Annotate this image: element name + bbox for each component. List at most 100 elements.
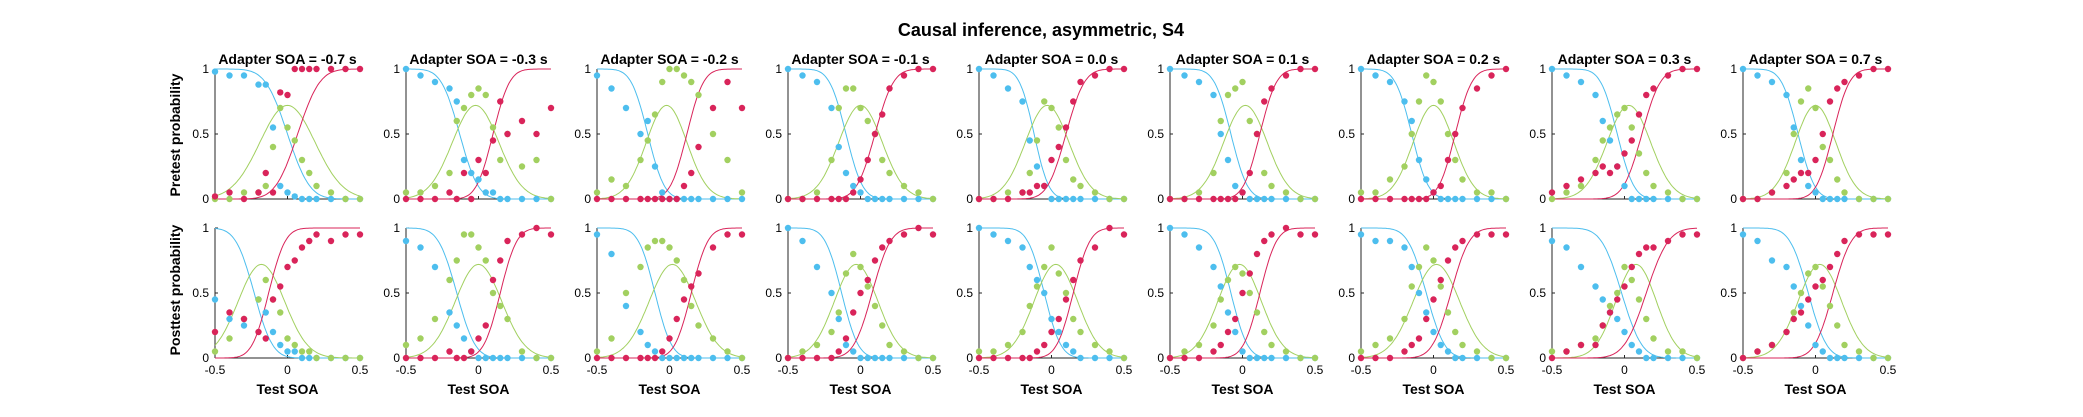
x-tick-label: 0.5 — [1307, 363, 1324, 377]
data-point-same — [709, 130, 717, 138]
data-point-same — [857, 104, 864, 112]
data-point-same — [1643, 315, 1650, 323]
data-point-after — [1423, 195, 1430, 203]
data-point-same — [850, 85, 857, 92]
data-point-after — [864, 156, 871, 164]
data-point-after — [1239, 189, 1246, 196]
data-point-before — [262, 309, 269, 316]
data-point-same — [637, 263, 644, 271]
data-point-after — [659, 348, 666, 355]
data-point-after — [504, 130, 511, 138]
data-point-before — [1650, 354, 1657, 362]
data-point-same — [327, 354, 335, 362]
y-tick-label: 1 — [202, 221, 209, 235]
data-point-before — [1386, 237, 1394, 245]
data-point-before — [1819, 348, 1826, 355]
fit-curve-after — [1361, 68, 1506, 200]
data-point-after — [799, 354, 806, 362]
data-point-before — [431, 263, 439, 271]
panel-title: Adapter SOA = -0.3 s — [409, 51, 548, 67]
data-point-before — [1062, 341, 1070, 349]
data-point-after — [659, 195, 666, 203]
data-point-after — [1826, 263, 1834, 271]
data-point-before — [1643, 354, 1650, 362]
data-point-same — [402, 341, 410, 349]
data-point-same — [673, 65, 680, 73]
data-point-before — [835, 315, 842, 323]
data-point-after — [813, 195, 821, 203]
data-point-after — [291, 65, 298, 73]
fit-curve-before — [1170, 227, 1315, 359]
data-point-before — [608, 85, 615, 92]
data-point-after — [666, 195, 673, 203]
data-point-before — [518, 354, 526, 362]
y-tick-label: 0 — [1157, 192, 1164, 206]
data-point-same — [738, 354, 746, 362]
data-point-after — [284, 263, 291, 271]
data-point-same — [835, 104, 842, 112]
data-point-before — [1210, 263, 1217, 271]
data-point-before — [1055, 328, 1062, 336]
data-point-after — [402, 354, 410, 362]
data-point-after — [1819, 276, 1826, 284]
data-point-same — [1026, 302, 1033, 310]
y-tick-label: 0.5 — [192, 286, 209, 300]
row-label-pretest: Pretest probability — [167, 73, 183, 196]
data-point-after — [1041, 341, 1048, 349]
data-point-same — [1606, 302, 1614, 310]
data-point-before — [1834, 195, 1841, 203]
data-point-after — [453, 354, 460, 362]
data-point-same — [284, 335, 291, 342]
data-point-same — [1408, 130, 1415, 138]
data-point-same — [1246, 117, 1253, 125]
data-point-before — [1826, 195, 1834, 203]
data-point-after — [417, 354, 424, 362]
data-point-same — [1041, 98, 1048, 105]
data-point-after — [900, 231, 908, 238]
y-tick-label: 0.5 — [956, 286, 973, 300]
data-point-before — [695, 195, 702, 203]
data-point-same — [1077, 328, 1084, 336]
data-point-before — [709, 354, 717, 362]
data-point-before — [879, 195, 886, 203]
data-point-after — [695, 270, 702, 277]
data-point-after — [1217, 195, 1224, 203]
data-point-after — [828, 354, 835, 362]
data-point-before — [864, 354, 871, 362]
data-point-before — [1790, 124, 1797, 131]
data-point-same — [1790, 130, 1797, 138]
data-point-after — [1004, 354, 1012, 362]
data-point-before — [1106, 354, 1113, 362]
data-point-after — [446, 348, 453, 355]
panel-1: 0 0.5 1 Adapter SOA = -0.3 s — [383, 51, 555, 206]
data-point-before — [1415, 289, 1423, 297]
data-point-after — [871, 257, 879, 264]
data-point-before — [518, 195, 526, 203]
data-point-before — [1628, 195, 1635, 203]
data-point-before — [1217, 283, 1224, 290]
fit-curve-same — [979, 263, 1125, 359]
data-point-same — [644, 244, 651, 251]
x-tick-label: -0.5 — [1733, 363, 1754, 377]
y-tick-label: 1 — [1348, 62, 1355, 76]
data-point-after — [975, 354, 983, 362]
fit-curve-before — [215, 68, 360, 200]
data-point-after — [593, 354, 601, 362]
data-point-same — [1635, 150, 1643, 157]
panel-4: 0 0.5 1 Adapter SOA = 0.0 s — [956, 51, 1128, 206]
data-point-after — [482, 169, 489, 177]
fit-curve-same — [405, 263, 552, 358]
data-point-after — [857, 289, 864, 297]
data-point-after — [1577, 341, 1585, 349]
fit-curve-same — [1361, 104, 1506, 200]
data-point-same — [1797, 98, 1805, 105]
data-point-after — [1026, 189, 1033, 196]
data-point-same — [695, 322, 702, 329]
data-point-same — [738, 189, 746, 196]
data-point-after — [886, 85, 893, 92]
data-point-before — [497, 195, 504, 203]
data-point-after — [1870, 65, 1877, 73]
figure-title: Causal inference, asymmetric, S4 — [898, 20, 1184, 40]
data-point-before — [622, 302, 630, 310]
